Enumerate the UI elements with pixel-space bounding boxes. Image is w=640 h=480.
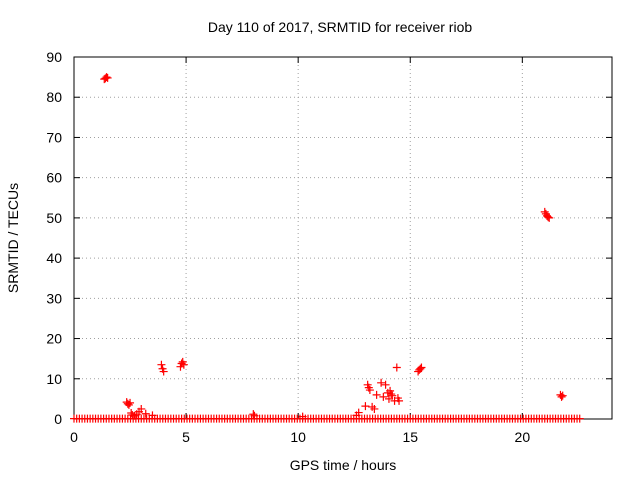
data-point [557,392,566,401]
data-point [124,400,133,409]
data-point [250,411,259,420]
y-axis-label: SRMTID / TECUs [5,183,21,293]
x-tick-label: 10 [290,429,306,445]
data-point [137,404,146,413]
data-point [126,398,135,407]
data-point [159,367,168,376]
data-point [545,213,554,222]
data-point [558,391,567,400]
data-point [417,363,426,372]
grid [74,57,612,419]
data-point [544,213,553,222]
y-tick-label: 30 [46,290,62,306]
data-point [392,363,401,372]
y-tick-label: 80 [46,89,62,105]
data-point [387,390,396,399]
y-tick-label: 0 [54,411,62,427]
data-point [381,380,390,389]
data-point [416,364,425,373]
data-point [365,386,374,395]
x-tick-label: 20 [515,429,531,445]
data-points [70,73,584,423]
data-point [377,378,386,387]
data-point [575,414,584,423]
data-point [249,410,258,419]
data-point [388,391,397,400]
y-tick-label: 10 [46,371,62,387]
y-tick-label: 40 [46,250,62,266]
plot-frame [73,56,613,420]
axis-ticks: 0 10 20 30 40 50 60 70 80 90 0 5 10 15 20 [46,49,612,445]
data-point [372,390,381,399]
data-point [395,396,404,405]
y-tick-label: 60 [46,170,62,186]
x-tick-label: 15 [402,429,418,445]
data-point [103,73,112,82]
data-point [102,73,111,82]
y-tick-label: 90 [46,49,62,65]
data-point [379,392,388,401]
y-tick-label: 20 [46,331,62,347]
data-point [361,402,370,411]
data-point [354,408,363,417]
data-point [540,207,549,216]
data-point [370,404,379,413]
data-point [298,412,307,421]
x-tick-label: 5 [182,429,190,445]
data-point [141,409,150,418]
data-point [157,360,166,369]
x-tick-label: 0 [70,429,78,445]
y-tick-label: 50 [46,210,62,226]
y-tick-label: 70 [46,129,62,145]
x-axis-label: GPS time / hours [290,457,397,473]
chart-title: Day 110 of 2017, SRMTID for receiver rio… [208,19,473,35]
data-point [148,411,157,420]
data-point [179,360,188,369]
